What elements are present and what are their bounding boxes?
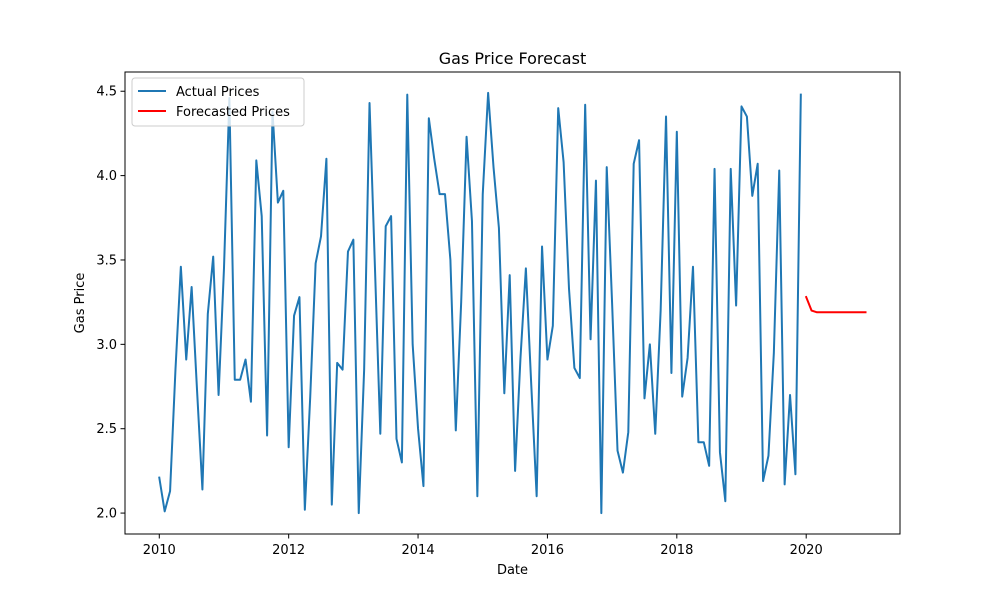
y-axis: 2.0 2.5 3.0 3.5 4.0 4.5 bbox=[96, 85, 125, 522]
x-tick-label: 2014 bbox=[402, 543, 435, 558]
chart-title: Gas Price Forecast bbox=[439, 49, 586, 68]
y-axis-title: Gas Price bbox=[73, 273, 88, 334]
y-tick-label: 3.0 bbox=[96, 338, 117, 353]
legend-label-1: Actual Prices bbox=[176, 85, 260, 100]
legend-label-2: Forecasted Prices bbox=[176, 105, 290, 120]
y-tick-label: 4.5 bbox=[96, 85, 117, 100]
x-tick-label: 2012 bbox=[272, 543, 305, 558]
x-tick-label: 2020 bbox=[790, 543, 823, 558]
x-tick-label: 2016 bbox=[531, 543, 564, 558]
series-line-2 bbox=[804, 295, 867, 314]
legend: Actual Prices Forecasted Prices bbox=[131, 77, 305, 127]
y-tick-label: 2.0 bbox=[96, 507, 117, 522]
legend-box bbox=[131, 77, 305, 127]
x-axis: 2010 2012 2014 2016 2018 2020 bbox=[143, 534, 823, 558]
x-axis-title: Date bbox=[497, 563, 528, 578]
y-tick-label: 3.5 bbox=[96, 253, 117, 268]
plot-frame bbox=[124, 71, 901, 535]
x-tick-label: 2010 bbox=[143, 543, 176, 558]
series-layer bbox=[158, 91, 867, 515]
x-tick-label: 2018 bbox=[660, 543, 693, 558]
series-line-1 bbox=[158, 91, 802, 515]
y-tick-label: 4.0 bbox=[96, 169, 117, 184]
y-tick-label: 2.5 bbox=[96, 422, 117, 437]
plot-area bbox=[124, 71, 901, 535]
